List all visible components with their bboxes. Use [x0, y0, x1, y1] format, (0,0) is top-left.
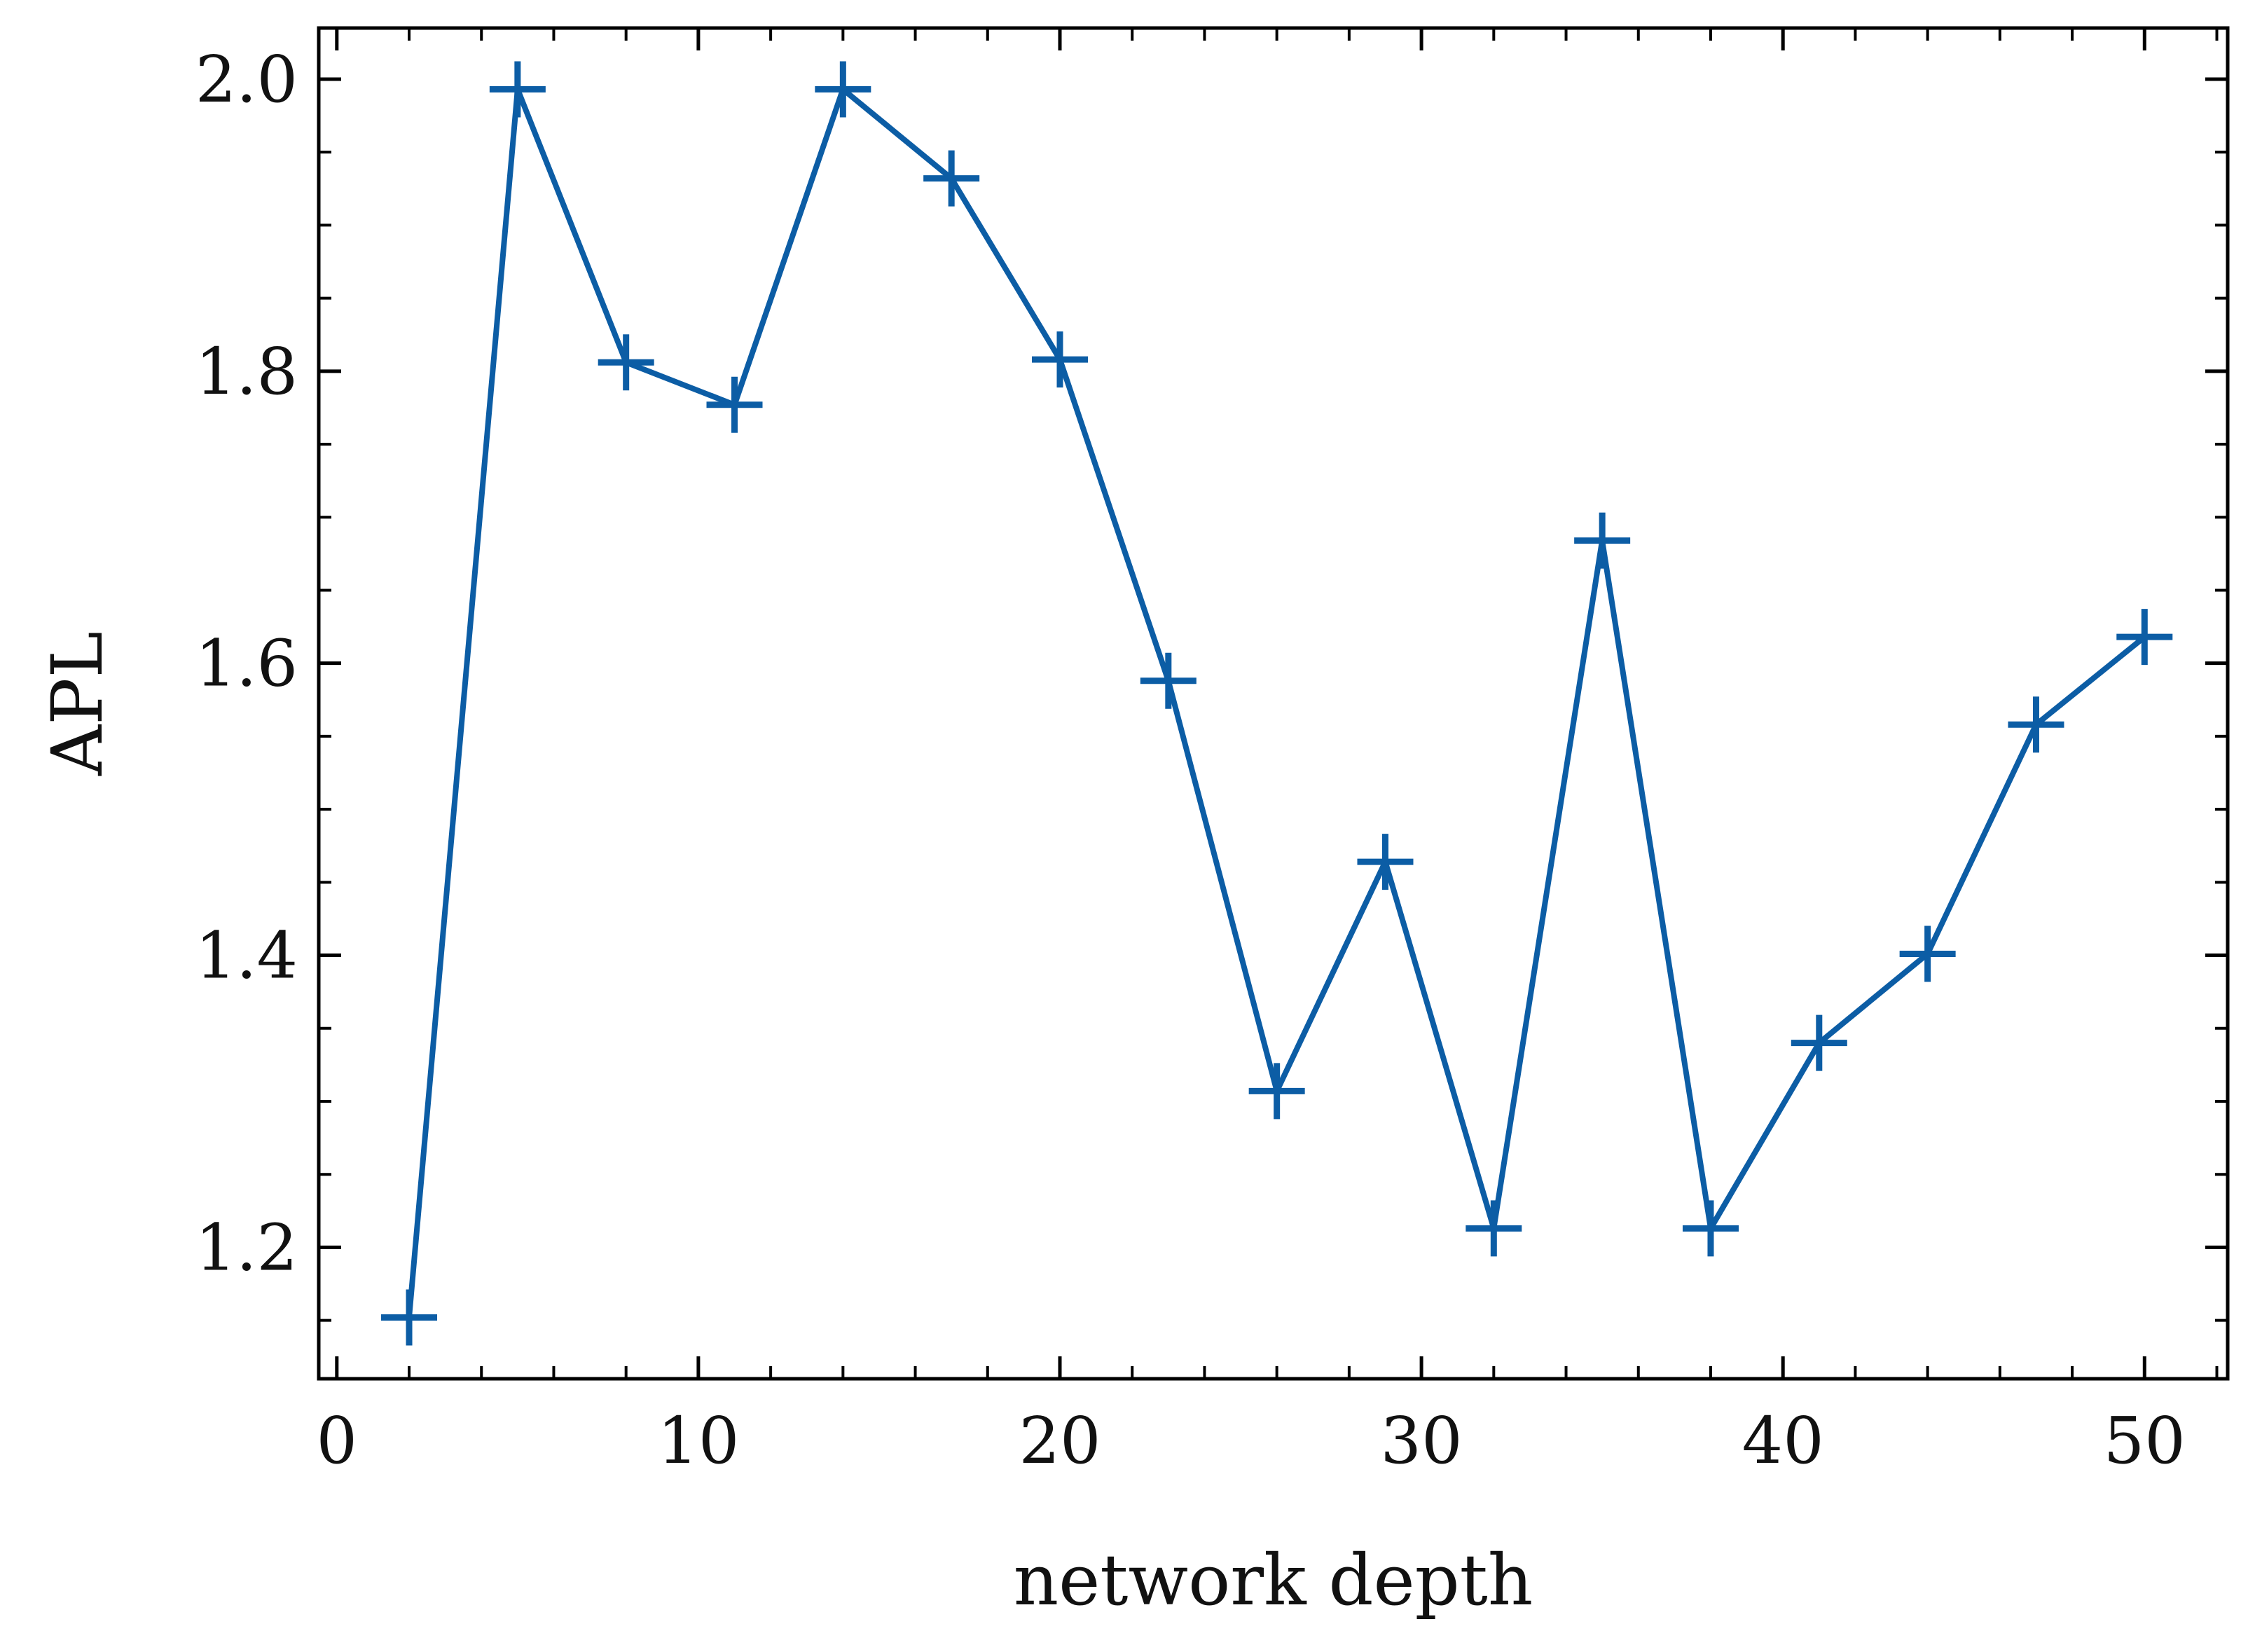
y-tick-label: 2.0	[195, 42, 298, 117]
y-tick-label: 1.6	[195, 626, 298, 701]
y-axis-label: APL	[36, 631, 118, 776]
data-point-marker	[1574, 512, 1631, 569]
series-line	[406, 86, 2146, 1318]
y-tick-label: 1.2	[195, 1210, 298, 1285]
data-point-marker	[1899, 925, 1956, 982]
data-point-marker	[1357, 834, 1414, 890]
data-point-marker	[2116, 609, 2173, 666]
data-point-marker	[706, 376, 763, 433]
data-point-marker	[815, 61, 871, 118]
x-tick-label: 0	[317, 1403, 358, 1478]
x-tick-label: 20	[1019, 1403, 1101, 1478]
data-point-marker	[381, 1289, 438, 1346]
data-point-marker	[1140, 652, 1197, 709]
x-tick-label: 40	[1742, 1403, 1824, 1478]
series-layer	[381, 61, 2173, 1346]
data-point-marker	[1466, 1200, 1522, 1257]
y-tick-label: 1.4	[195, 918, 298, 993]
plot-frame	[317, 26, 2230, 1381]
axis-ticks	[319, 28, 2228, 1379]
data-point-marker	[2008, 696, 2064, 753]
x-tick-label: 30	[1381, 1403, 1463, 1478]
data-point-marker	[1791, 1014, 1847, 1071]
data-point-marker	[923, 150, 980, 207]
data-point-marker	[1032, 331, 1088, 388]
x-tick-label: 50	[2104, 1403, 2186, 1478]
y-tick-label: 1.8	[195, 334, 298, 409]
data-point-marker	[489, 61, 546, 118]
tick-labels: 0 10 20 30 40 50 1.2 1.4 1.6 1.8 2.0	[195, 42, 2186, 1478]
x-axis-label: network depth	[1014, 1539, 1533, 1621]
data-point-marker	[1248, 1063, 1305, 1120]
data-point-marker	[1682, 1200, 1739, 1257]
data-point-marker	[598, 334, 654, 391]
x-tick-label: 10	[657, 1403, 739, 1478]
